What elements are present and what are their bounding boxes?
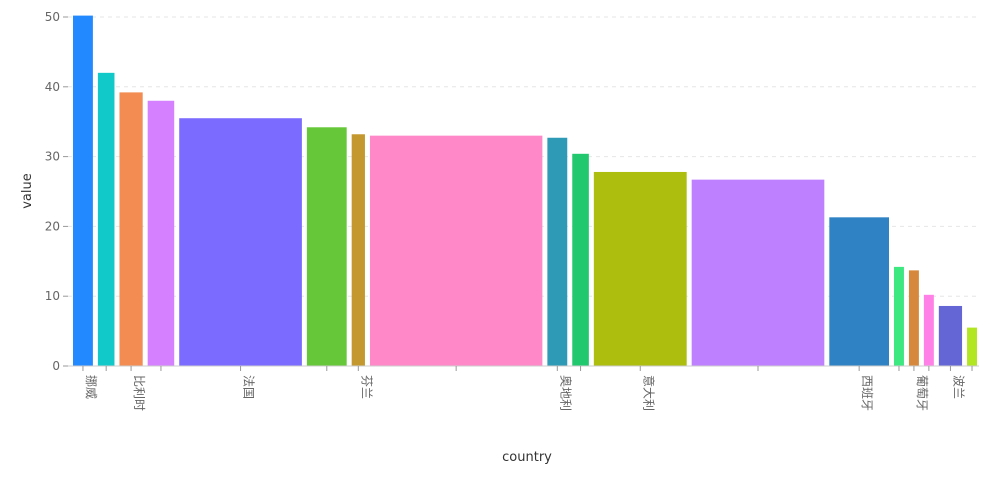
x-tick-label: 波兰 [951,375,965,399]
x-tick-label: 比利时 [132,375,146,411]
bar [593,171,687,366]
bar [894,266,904,366]
x-axis: 挪威 比利时 法国 芬兰 奥地利 意大利 西班牙 葡萄牙 波兰 [68,365,979,411]
x-tick-label: 意大利 [641,375,656,411]
x-tick-label: 挪威 [84,375,98,399]
bar [923,294,934,366]
bar [908,270,919,366]
y-tick-label: 30 [45,150,60,164]
y-tick-label: 40 [45,80,60,94]
x-axis-title: country [502,450,552,465]
x-tick-label: 法国 [242,375,256,399]
bar [829,217,889,366]
y-tick-label: 50 [45,10,60,24]
y-axis-title: value [20,173,35,209]
y-axis: 0 10 20 30 40 50 [45,10,68,373]
y-tick-label: 0 [52,359,60,373]
x-tick-label: 芬兰 [359,375,373,399]
bar [73,15,93,366]
y-tick-label: 10 [45,289,60,303]
bar [306,127,347,366]
bar [351,134,365,366]
x-tick-label: 奥地利 [558,375,572,411]
bar [119,92,143,366]
bars [73,15,977,367]
x-tick-label: 西班牙 [860,375,874,411]
bar [938,305,963,366]
bar [179,118,302,367]
bar [967,327,977,366]
bar [691,179,825,366]
x-tick-label: 葡萄牙 [915,375,929,411]
y-tick-label: 20 [45,219,60,233]
bar [547,137,568,366]
bar [97,72,115,366]
bar [369,135,543,366]
bar [572,153,589,366]
bar [147,100,175,366]
